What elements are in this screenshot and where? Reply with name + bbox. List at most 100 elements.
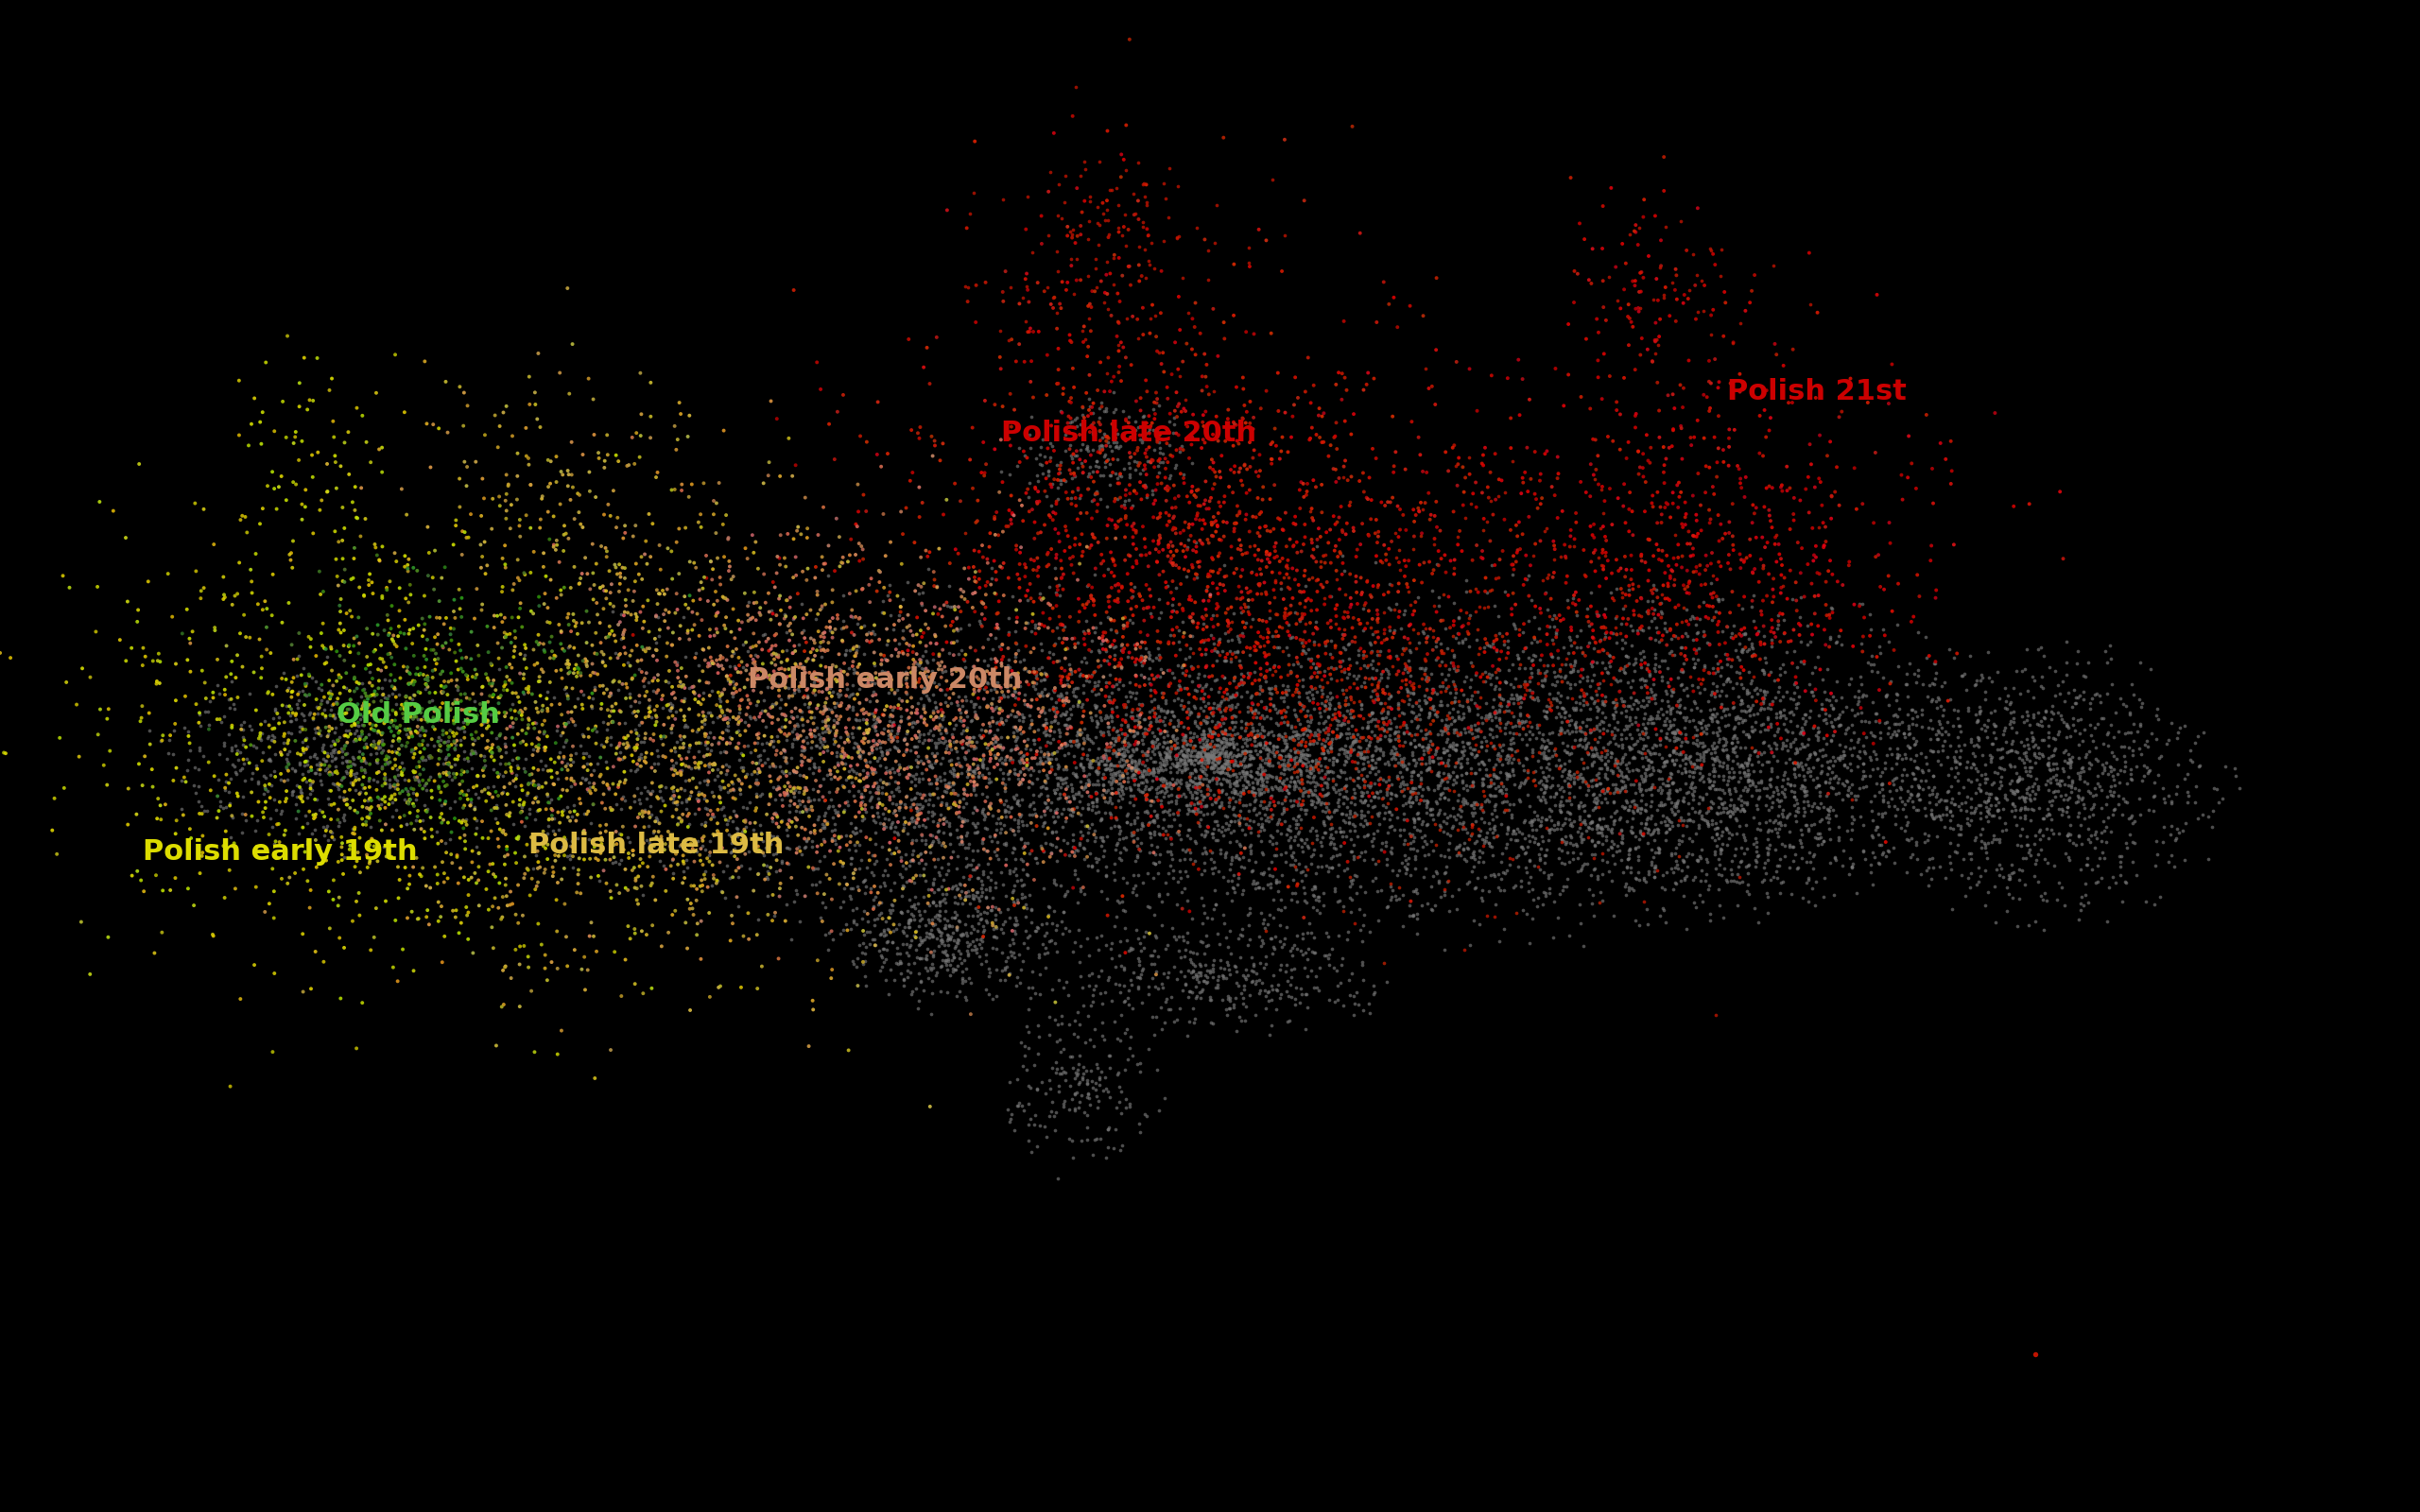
Point: [1275, 705, 1314, 729]
Point: [578, 641, 617, 665]
Point: [2018, 637, 2057, 661]
Point: [312, 826, 351, 850]
Point: [1798, 821, 1837, 845]
Point: [1522, 777, 1561, 801]
Point: [578, 591, 617, 615]
Point: [1031, 1099, 1070, 1123]
Point: [932, 723, 970, 747]
Point: [1498, 538, 1537, 562]
Point: [1266, 597, 1304, 621]
Point: [605, 620, 644, 644]
Point: [1111, 750, 1149, 774]
Point: [958, 765, 997, 789]
Point: [1900, 788, 1938, 812]
Point: [937, 597, 975, 621]
Point: [941, 700, 980, 724]
Point: [1721, 765, 1759, 789]
Point: [1629, 558, 1667, 582]
Point: [344, 584, 382, 608]
Point: [433, 768, 472, 792]
Point: [1154, 534, 1193, 558]
Point: [1280, 573, 1319, 597]
Point: [1418, 700, 1457, 724]
Point: [264, 390, 302, 414]
Point: [1261, 986, 1300, 1010]
Point: [339, 692, 378, 717]
Point: [1437, 717, 1476, 741]
Point: [595, 623, 634, 647]
Point: [1830, 715, 1868, 739]
Point: [871, 815, 910, 839]
Point: [1137, 428, 1176, 452]
Point: [1713, 730, 1752, 754]
Point: [1696, 709, 1735, 733]
Point: [322, 848, 361, 872]
Point: [1033, 286, 1072, 310]
Point: [1072, 295, 1111, 319]
Point: [1967, 788, 2006, 812]
Point: [1769, 835, 1808, 859]
Point: [1186, 597, 1225, 621]
Point: [479, 765, 518, 789]
Point: [1140, 523, 1179, 547]
Point: [1067, 747, 1106, 771]
Point: [283, 789, 322, 813]
Point: [760, 718, 799, 742]
Point: [1210, 732, 1249, 756]
Point: [1866, 750, 1905, 774]
Point: [1771, 820, 1810, 844]
Point: [1542, 800, 1580, 824]
Point: [2101, 854, 2139, 878]
Point: [866, 909, 905, 933]
Point: [317, 547, 356, 572]
Point: [1384, 733, 1423, 758]
Point: [1522, 809, 1561, 833]
Point: [1977, 857, 2016, 881]
Point: [922, 768, 961, 792]
Point: [278, 821, 317, 845]
Point: [1181, 963, 1220, 987]
Point: [1084, 624, 1123, 649]
Point: [486, 751, 525, 776]
Point: [1070, 590, 1108, 614]
Point: [1104, 744, 1142, 768]
Point: [1225, 745, 1263, 770]
Point: [963, 534, 1002, 558]
Point: [1041, 736, 1079, 761]
Point: [895, 937, 934, 962]
Point: [443, 646, 482, 670]
Point: [823, 550, 862, 575]
Point: [2064, 679, 2103, 703]
Point: [724, 924, 762, 948]
Point: [973, 829, 1012, 853]
Point: [273, 702, 312, 726]
Point: [1157, 517, 1195, 541]
Point: [1537, 705, 1575, 729]
Point: [1399, 499, 1437, 523]
Point: [1856, 440, 1895, 464]
Point: [1568, 635, 1607, 659]
Point: [2091, 820, 2130, 844]
Point: [348, 653, 387, 677]
Point: [302, 621, 341, 646]
Point: [2103, 803, 2142, 827]
Point: [1423, 720, 1462, 744]
Point: [300, 721, 339, 745]
Point: [1164, 724, 1203, 748]
Point: [586, 455, 624, 479]
Point: [375, 632, 414, 656]
Point: [513, 856, 552, 880]
Point: [1220, 1005, 1258, 1030]
Point: [675, 680, 714, 705]
Point: [1045, 881, 1084, 906]
Point: [1883, 711, 1921, 735]
Point: [728, 901, 767, 925]
Point: [1026, 770, 1065, 794]
Point: [862, 959, 900, 983]
Point: [390, 662, 428, 686]
Point: [508, 773, 547, 797]
Point: [397, 807, 436, 832]
Point: [525, 591, 564, 615]
Point: [385, 706, 424, 730]
Point: [1815, 883, 1854, 907]
